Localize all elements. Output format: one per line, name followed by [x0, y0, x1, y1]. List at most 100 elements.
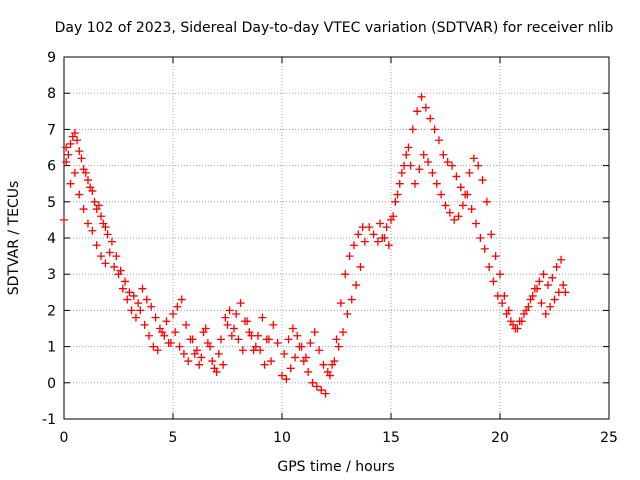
data-point — [208, 357, 217, 366]
data-point — [356, 262, 365, 271]
data-point — [463, 190, 472, 199]
data-point — [223, 320, 232, 329]
data-point — [332, 335, 341, 344]
data-point — [73, 136, 82, 145]
data-point — [384, 241, 393, 250]
data-point — [452, 172, 461, 181]
data-point — [373, 237, 382, 246]
data-point — [413, 107, 422, 116]
data-point — [140, 320, 149, 329]
data-point — [458, 201, 467, 210]
data-point — [114, 270, 123, 279]
data-point — [334, 342, 343, 351]
data-point — [339, 328, 348, 337]
y-tick-label: 1 — [47, 340, 56, 356]
x-tick-label: 25 — [600, 430, 618, 446]
data-point — [81, 168, 90, 177]
data-point — [498, 299, 507, 308]
data-point — [147, 302, 156, 311]
data-point — [469, 154, 478, 163]
data-point — [221, 313, 230, 322]
data-point — [308, 378, 317, 387]
data-point — [489, 277, 498, 286]
data-point — [232, 310, 241, 319]
data-point — [62, 157, 71, 166]
data-point — [121, 277, 130, 286]
data-point — [260, 360, 269, 369]
data-point — [62, 143, 71, 152]
data-point — [533, 284, 542, 293]
data-point — [535, 277, 544, 286]
data-point — [319, 360, 328, 369]
x-tick-label: 15 — [382, 430, 400, 446]
y-tick-label: 2 — [47, 303, 56, 319]
data-point — [179, 349, 188, 358]
data-point — [75, 147, 84, 156]
data-point — [376, 219, 385, 228]
data-point — [201, 324, 210, 333]
data-point — [485, 262, 494, 271]
data-point — [297, 342, 306, 351]
data-point — [537, 299, 546, 308]
data-point — [528, 291, 537, 300]
x-tick-label: 20 — [491, 430, 509, 446]
data-point — [245, 328, 254, 337]
y-tick-label: 7 — [47, 122, 56, 138]
data-point — [406, 161, 415, 170]
data-point — [317, 386, 326, 395]
data-point — [408, 125, 417, 134]
data-point — [153, 346, 162, 355]
data-point — [138, 284, 147, 293]
data-point — [448, 161, 457, 170]
data-point — [79, 205, 88, 214]
data-point — [70, 168, 79, 177]
data-point — [258, 313, 267, 322]
data-point — [278, 371, 286, 380]
data-point — [550, 295, 559, 304]
data-point — [336, 299, 345, 308]
data-point — [94, 201, 103, 210]
data-point — [125, 288, 134, 297]
data-point — [158, 328, 167, 337]
data-point — [437, 190, 446, 199]
data-point — [341, 270, 350, 279]
data-point — [92, 241, 101, 250]
data-point — [491, 252, 500, 261]
data-point — [66, 139, 75, 148]
data-point — [149, 342, 158, 351]
data-point — [192, 346, 201, 355]
data-point — [280, 349, 289, 358]
data-point — [404, 143, 413, 152]
data-point — [112, 252, 121, 261]
data-point — [539, 270, 548, 279]
data-point — [60, 215, 68, 224]
data-point — [136, 306, 145, 315]
data-point — [328, 360, 337, 369]
data-point — [480, 244, 489, 253]
data-point — [77, 154, 86, 163]
chart-title: Day 102 of 2023, Sidereal Day-to-day VTE… — [55, 20, 614, 36]
data-point — [430, 125, 439, 134]
x-tick-label: 10 — [273, 430, 291, 446]
y-tick-label: 5 — [47, 195, 56, 211]
data-point — [506, 317, 515, 326]
data-point — [145, 331, 154, 340]
data-point — [306, 338, 315, 347]
data-point — [421, 103, 430, 112]
data-point — [83, 176, 92, 185]
data-point — [273, 338, 282, 347]
data-point — [97, 252, 106, 261]
data-point — [548, 273, 557, 282]
data-point — [267, 357, 276, 366]
data-point — [173, 302, 182, 311]
y-tick-label: 8 — [47, 86, 56, 102]
data-point — [450, 215, 459, 224]
data-point — [419, 150, 428, 159]
data-point — [395, 179, 404, 188]
data-point — [301, 353, 310, 362]
data-point — [101, 223, 110, 232]
data-point — [310, 328, 319, 337]
data-point — [103, 230, 112, 239]
data-point — [515, 317, 524, 326]
data-point — [83, 219, 92, 228]
